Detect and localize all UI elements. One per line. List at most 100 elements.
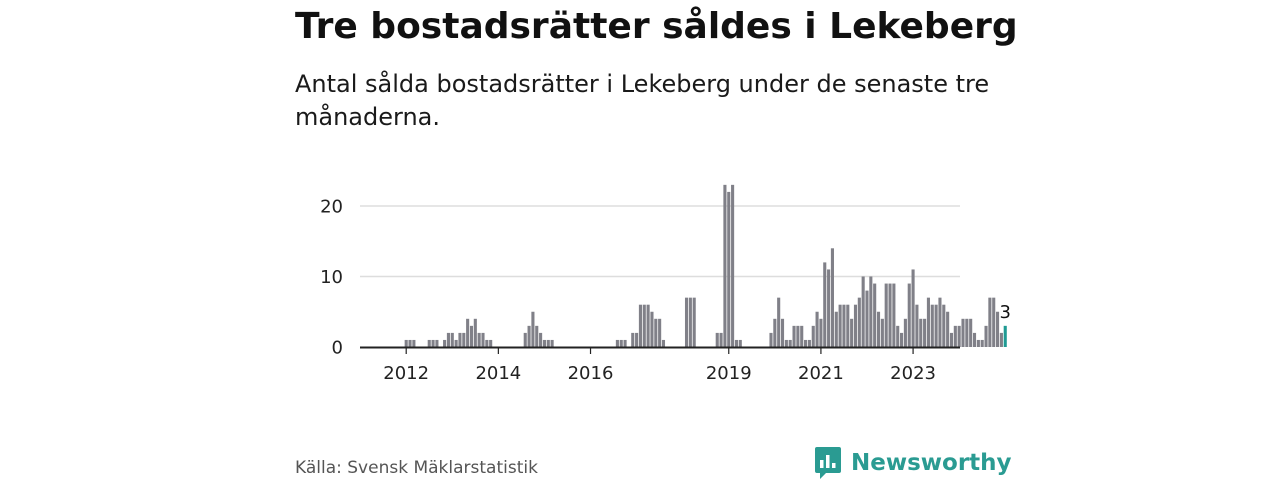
bar [431,339,435,347]
bar [938,297,942,347]
bar [784,339,788,347]
bar [738,339,742,347]
y-tick-label: 20 [320,197,343,218]
bar [873,283,877,347]
bar [646,304,650,347]
bar [999,332,1003,347]
bar [926,297,930,347]
bar [769,332,773,347]
bar [427,339,431,347]
bar [631,332,635,347]
bar [957,325,961,347]
bar [446,332,450,347]
bar [623,339,627,347]
bar [638,304,642,347]
bar [850,318,854,347]
bar [811,325,815,347]
bar [550,339,554,347]
bar [658,318,662,347]
brand-name: Newsworthy [851,450,1012,476]
chart-title: Tre bostadsrätter såldes i Lekeberg [295,6,1018,47]
gridlines [360,205,960,278]
bar [903,318,907,347]
bar [481,332,485,347]
bar [692,297,696,347]
x-tick-label: 2012 [383,363,429,384]
bar [527,325,531,347]
bar [466,318,470,347]
bar [996,311,1000,347]
bar [804,339,808,347]
bar [880,318,884,347]
bar [796,325,800,347]
y-tick-label: 0 [332,338,343,359]
bar [773,318,777,347]
bar [688,297,692,347]
bar [715,332,719,347]
bar [819,318,823,347]
bar [815,311,819,347]
bar [949,332,954,347]
bar [807,339,811,347]
bar [888,283,892,347]
bar [650,311,654,347]
chart-subtitle: Antal sålda bostadsrätter i Lekeberg und… [295,70,990,131]
y-tick-label: 10 [320,267,343,288]
bar [907,283,911,347]
bar [923,318,927,347]
bar [865,290,869,347]
bar [727,191,731,347]
bar [800,325,804,347]
y-axis-labels: 0 10 20 [320,197,343,359]
bar [462,332,466,347]
bar [969,318,973,347]
bar [473,318,477,347]
bar [965,318,969,347]
bar [988,297,992,347]
bar [780,318,785,347]
bar [861,276,865,347]
brand-logo: Newsworthy [814,446,1012,480]
x-tick-label: 2016 [568,363,614,384]
data-labels: 3 [1000,302,1011,323]
bar [458,332,462,347]
bar [477,332,481,347]
bar [792,325,796,347]
bar [896,325,900,347]
bar [857,297,861,347]
bar [823,262,827,347]
bar [980,339,984,347]
bar [900,332,904,347]
bar [842,304,846,347]
bar [846,304,850,347]
bar [469,325,474,347]
bar [412,339,416,347]
bar [876,311,881,347]
last-value-label: 3 [1000,302,1011,323]
bar [485,339,489,347]
bar [930,304,934,347]
bar [454,339,458,347]
bar [934,304,938,347]
bar [723,184,727,347]
bar [972,332,977,347]
bars [404,184,1007,347]
bar [734,339,738,347]
bar [450,332,454,347]
bar [834,311,838,347]
source-note: Källa: Svensk Mäklarstatistik [295,458,538,478]
bar [404,339,408,347]
bar [539,332,543,347]
bar [892,283,896,347]
bar [961,318,965,347]
bar [942,304,946,347]
bar [919,318,923,347]
bar [915,304,919,347]
x-tick-label: 2014 [475,363,521,384]
bar [911,269,915,347]
bar [984,325,988,347]
bar [408,339,412,347]
bar [489,339,493,347]
bar [719,332,723,347]
bar [435,339,439,347]
